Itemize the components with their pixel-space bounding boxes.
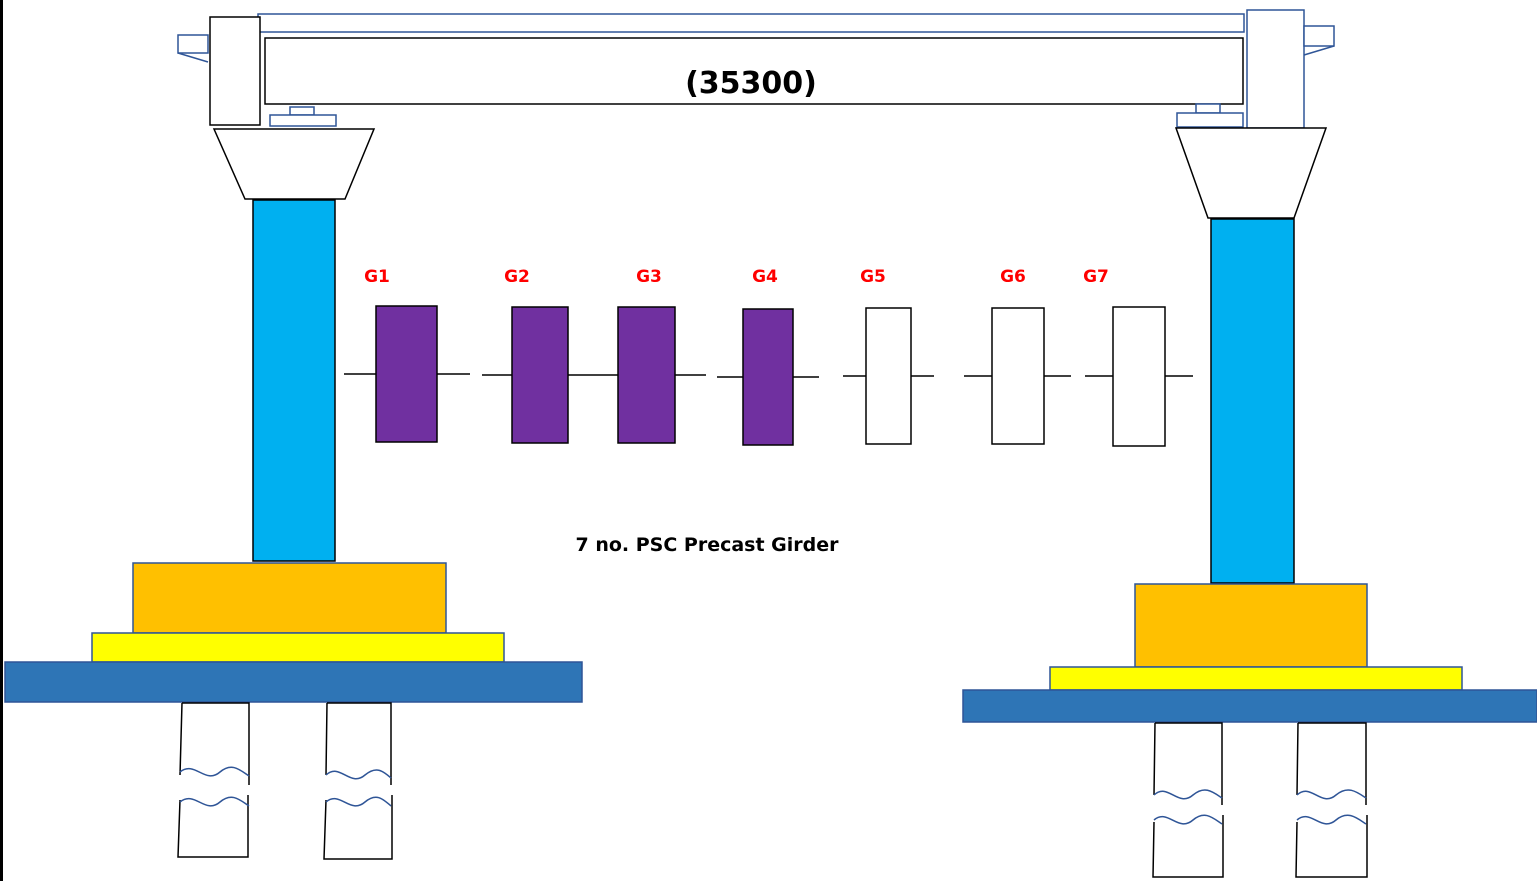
girder-g5 — [865, 307, 912, 445]
girder-g6 — [991, 307, 1045, 445]
right-leg-taper — [1174, 127, 1328, 219]
left-bearing-pad — [91, 632, 505, 663]
left-foundation-slab — [4, 661, 583, 703]
right-column — [1210, 218, 1295, 584]
pile-break-2 — [325, 796, 392, 807]
pile-upper — [1296, 722, 1367, 805]
girder-label: G3 — [636, 267, 662, 287]
pile-break-2 — [1296, 814, 1367, 825]
left-motor — [177, 34, 209, 54]
right-motor-line — [1303, 45, 1335, 56]
right-foundation — [962, 583, 1537, 878]
pile-break-1 — [1153, 789, 1223, 800]
girder-group: G1 G2 G3 G4 G5 G6 G7 — [344, 267, 1193, 447]
pile-break-1 — [179, 766, 250, 777]
girder-g3 — [617, 306, 676, 444]
girder-label: G4 — [752, 267, 778, 287]
left-pile-2 — [323, 702, 393, 860]
pile-upper — [325, 702, 392, 785]
pile-upper — [179, 702, 250, 785]
left-leg-taper — [212, 128, 376, 200]
left-foundation — [4, 562, 583, 860]
girder-label: G2 — [504, 267, 530, 287]
pile-lower — [177, 795, 249, 858]
left-pier-cap-block — [132, 562, 447, 634]
pile-lower — [323, 795, 393, 860]
girder-g7 — [1112, 306, 1166, 447]
pile-upper — [1153, 722, 1223, 805]
pile-break-2 — [179, 796, 250, 807]
right-pier-cap-block — [1134, 583, 1368, 668]
pile-lower — [1152, 815, 1224, 878]
left-bearing-block — [269, 114, 337, 127]
pile-break-1 — [1296, 789, 1367, 800]
girder-label: G7 — [1083, 267, 1109, 287]
girder-g2 — [511, 306, 569, 444]
left-bearing-block-top — [289, 106, 315, 116]
caption: 7 no. PSC Precast Girder — [575, 534, 839, 556]
span-label: (35300) — [685, 66, 817, 101]
girder-label: G5 — [860, 267, 886, 287]
left-trolley-housing — [209, 16, 261, 126]
right-pile-2 — [1295, 722, 1368, 878]
left-column — [252, 199, 336, 562]
gantry-beam: (35300) — [257, 13, 1245, 105]
right-trolley-housing — [1246, 9, 1305, 129]
top-rail — [257, 13, 1245, 33]
left-gantry-head — [177, 16, 376, 200]
girder-g4 — [742, 308, 794, 446]
right-motor — [1303, 25, 1335, 47]
right-foundation-slab — [962, 689, 1537, 723]
right-bearing-block — [1176, 112, 1244, 128]
pile-lower — [1295, 815, 1368, 878]
girder-label: G1 — [364, 267, 390, 287]
girder-g1 — [375, 305, 438, 443]
right-gantry-head — [1174, 9, 1335, 219]
left-motor-line — [177, 52, 209, 63]
right-pile-1 — [1152, 722, 1224, 878]
right-bearing-block-top — [1195, 103, 1221, 114]
girder-label: G6 — [1000, 267, 1026, 287]
main-beam — [264, 37, 1244, 105]
right-bearing-pad — [1049, 666, 1463, 691]
pile-break-2 — [1153, 814, 1223, 825]
left-pile-1 — [177, 702, 250, 858]
pile-break-1 — [325, 769, 392, 780]
